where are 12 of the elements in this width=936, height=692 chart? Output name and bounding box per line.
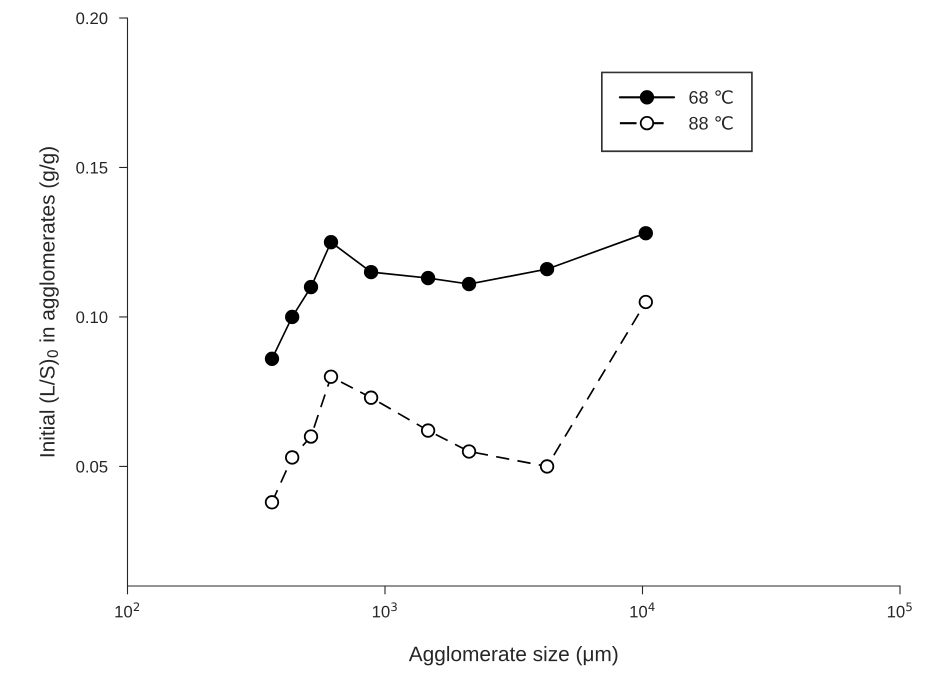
- x-axis-title: Agglomerate size (μm): [408, 646, 618, 666]
- y-tick-label: 0.10: [76, 311, 108, 324]
- x-tick-label: 10$^{3}$: [372, 602, 397, 618]
- x-tick-label: 10$^{5}$: [888, 602, 912, 618]
- y-axis-title: Initial (L/S)$_{0}$ in agglomerates (g/g): [39, 147, 59, 456]
- legend-label: 68 ℃: [689, 90, 733, 104]
- x-tick-label: 10$^{4}$: [630, 602, 655, 618]
- y-tick-label: 0.05: [76, 460, 108, 473]
- legend-label: 88 ℃: [689, 116, 733, 130]
- x-tick-label: 10$^{2}$: [115, 602, 140, 618]
- y-tick-label: 0.15: [76, 162, 108, 174]
- y-tick-label: 0.20: [76, 12, 108, 24]
